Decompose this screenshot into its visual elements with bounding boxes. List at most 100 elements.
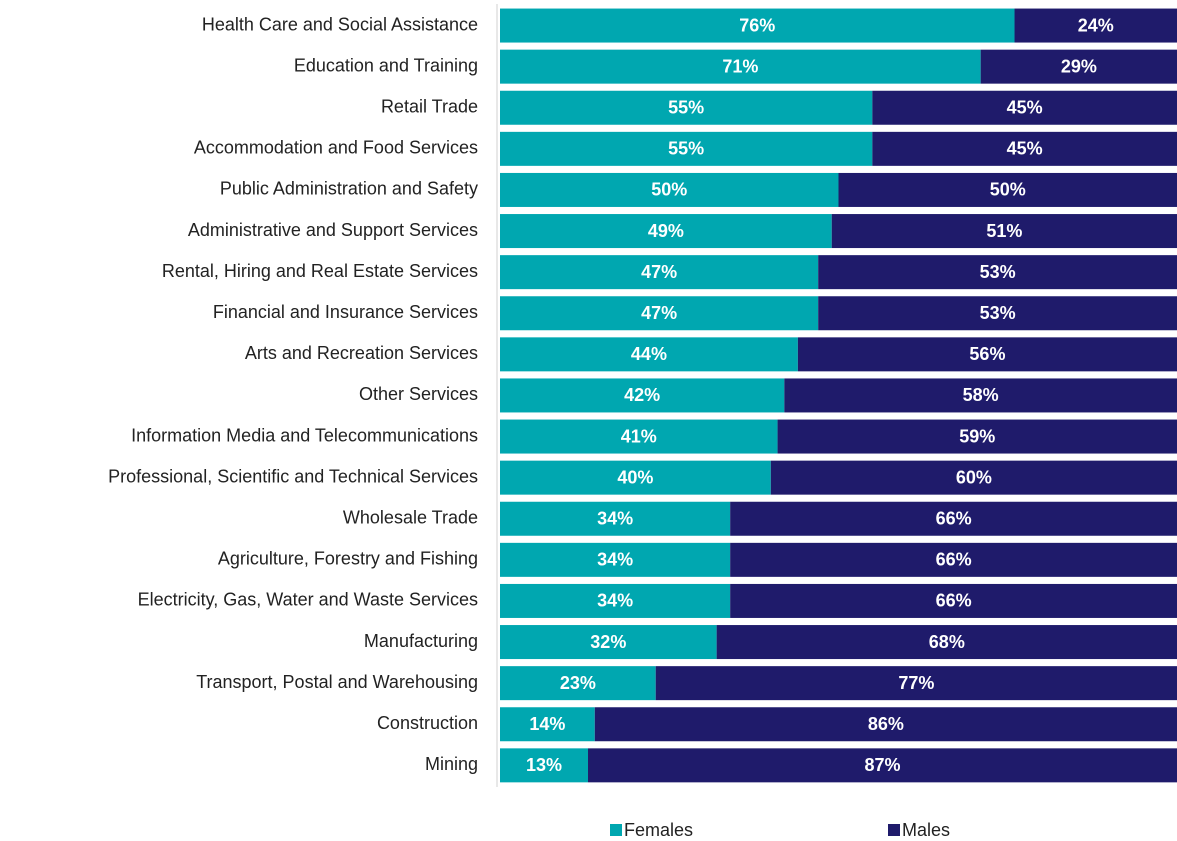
value-label: 50% xyxy=(651,180,687,200)
bar-segment xyxy=(500,49,981,84)
value-label: 55% xyxy=(668,139,704,159)
bar-segment xyxy=(500,378,785,413)
bar-segment xyxy=(1014,8,1177,43)
bar-segment xyxy=(872,131,1177,166)
category-label: Transport, Postal and Warehousing xyxy=(196,672,478,692)
bar-segment xyxy=(655,666,1177,701)
bar-segment xyxy=(872,90,1177,125)
category-label: Manufacturing xyxy=(364,631,478,651)
value-label: 44% xyxy=(631,344,667,364)
category-label: Professional, Scientific and Technical S… xyxy=(108,466,478,486)
bar-segment xyxy=(500,296,819,331)
category-label: Arts and Recreation Services xyxy=(245,343,478,363)
category-label: Agriculture, Forestry and Fishing xyxy=(218,549,478,569)
value-label: 49% xyxy=(648,221,684,241)
legend-label: Females xyxy=(624,820,693,840)
value-label: 77% xyxy=(898,673,934,693)
bar-segment xyxy=(500,419,778,454)
bar-segment xyxy=(730,501,1177,536)
value-label: 86% xyxy=(868,714,904,734)
bar-segment xyxy=(500,8,1015,43)
value-label: 76% xyxy=(739,15,775,35)
value-label: 34% xyxy=(597,591,633,611)
category-label: Administrative and Support Services xyxy=(188,220,478,240)
bar-segment xyxy=(716,625,1177,660)
category-label: Retail Trade xyxy=(381,97,478,117)
bar-segment xyxy=(500,255,819,290)
value-label: 41% xyxy=(621,426,657,446)
category-label: Rental, Hiring and Real Estate Services xyxy=(162,261,478,281)
category-label: Education and Training xyxy=(294,55,478,75)
bar-segment xyxy=(784,378,1177,413)
bar-segment xyxy=(500,131,873,166)
bar-segment xyxy=(500,542,731,577)
bar-segment xyxy=(838,172,1177,207)
value-label: 71% xyxy=(722,56,758,76)
value-label: 66% xyxy=(936,509,972,529)
bar-segment xyxy=(730,542,1177,577)
value-label: 40% xyxy=(617,467,653,487)
value-label: 13% xyxy=(526,755,562,775)
value-label: 45% xyxy=(1007,98,1043,118)
category-label: Electricity, Gas, Water and Waste Servic… xyxy=(138,590,478,610)
bar-segment xyxy=(797,337,1177,372)
bar-segment xyxy=(588,748,1177,783)
bar-segment xyxy=(500,707,595,742)
value-label: 53% xyxy=(980,303,1016,323)
bar-segment xyxy=(770,460,1177,495)
bar-segment xyxy=(500,90,873,125)
category-label: Information Media and Telecommunications xyxy=(131,425,478,445)
value-label: 47% xyxy=(641,303,677,323)
category-label: Wholesale Trade xyxy=(343,508,478,528)
value-label: 51% xyxy=(986,221,1022,241)
legend-swatch xyxy=(610,824,622,836)
value-label: 34% xyxy=(597,509,633,529)
value-label: 87% xyxy=(864,755,900,775)
bar-segment xyxy=(777,419,1177,454)
category-label: Mining xyxy=(425,754,478,774)
category-label: Public Administration and Safety xyxy=(220,179,478,199)
category-label: Construction xyxy=(377,713,478,733)
category-label: Other Services xyxy=(359,384,478,404)
category-label: Health Care and Social Assistance xyxy=(202,14,478,34)
value-label: 45% xyxy=(1007,139,1043,159)
bar-segment xyxy=(500,625,717,660)
value-label: 53% xyxy=(980,262,1016,282)
category-label: Accommodation and Food Services xyxy=(194,138,478,158)
bar-segment xyxy=(500,214,832,249)
bar-segment xyxy=(500,337,798,372)
legend-swatch xyxy=(888,824,900,836)
bar-segment xyxy=(831,214,1177,249)
bar-segment xyxy=(594,707,1177,742)
bar-segment xyxy=(500,666,656,701)
value-label: 60% xyxy=(956,467,992,487)
value-label: 29% xyxy=(1061,56,1097,76)
value-label: 56% xyxy=(969,344,1005,364)
value-label: 23% xyxy=(560,673,596,693)
value-label: 32% xyxy=(590,632,626,652)
bar-segment xyxy=(500,748,589,783)
bar-segment xyxy=(818,255,1177,290)
value-label: 34% xyxy=(597,550,633,570)
bar-segment xyxy=(818,296,1177,331)
value-label: 68% xyxy=(929,632,965,652)
bar-segment xyxy=(730,583,1177,618)
bar-segment xyxy=(500,583,731,618)
value-label: 50% xyxy=(990,180,1026,200)
value-label: 42% xyxy=(624,385,660,405)
bar-segment xyxy=(500,460,771,495)
bar-segment xyxy=(980,49,1177,84)
value-label: 47% xyxy=(641,262,677,282)
bar-segment xyxy=(500,501,731,536)
category-label: Financial and Insurance Services xyxy=(213,302,478,322)
value-label: 66% xyxy=(936,550,972,570)
value-label: 66% xyxy=(936,591,972,611)
value-label: 14% xyxy=(529,714,565,734)
value-label: 24% xyxy=(1078,15,1114,35)
bar-segment xyxy=(500,172,839,207)
value-label: 59% xyxy=(959,426,995,446)
legend-label: Males xyxy=(902,820,950,840)
value-label: 58% xyxy=(963,385,999,405)
value-label: 55% xyxy=(668,98,704,118)
